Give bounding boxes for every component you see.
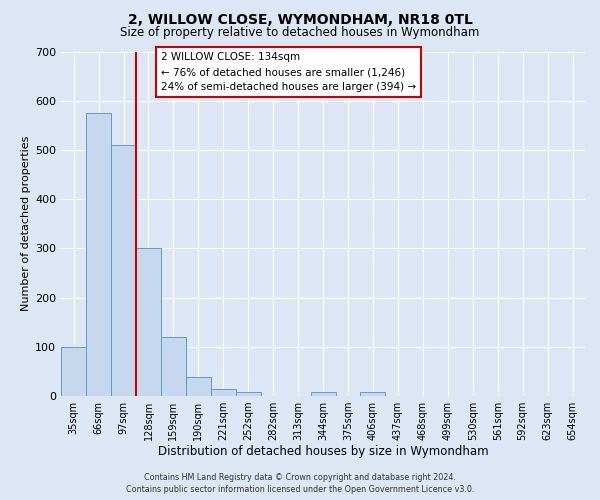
Text: 2, WILLOW CLOSE, WYMONDHAM, NR18 0TL: 2, WILLOW CLOSE, WYMONDHAM, NR18 0TL	[128, 12, 472, 26]
Text: 2 WILLOW CLOSE: 134sqm
← 76% of detached houses are smaller (1,246)
24% of semi-: 2 WILLOW CLOSE: 134sqm ← 76% of detached…	[161, 52, 416, 92]
Text: Contains HM Land Registry data © Crown copyright and database right 2024.
Contai: Contains HM Land Registry data © Crown c…	[126, 472, 474, 494]
X-axis label: Distribution of detached houses by size in Wymondham: Distribution of detached houses by size …	[158, 444, 488, 458]
Bar	[311, 392, 335, 396]
Bar	[186, 378, 211, 396]
Y-axis label: Number of detached properties: Number of detached properties	[21, 136, 31, 312]
Bar	[86, 113, 111, 396]
Bar	[236, 392, 261, 396]
Bar	[61, 347, 86, 396]
Bar	[161, 337, 186, 396]
Text: Size of property relative to detached houses in Wymondham: Size of property relative to detached ho…	[121, 26, 479, 39]
Bar	[111, 145, 136, 396]
Bar	[211, 388, 236, 396]
Bar	[136, 248, 161, 396]
Bar	[361, 392, 385, 396]
